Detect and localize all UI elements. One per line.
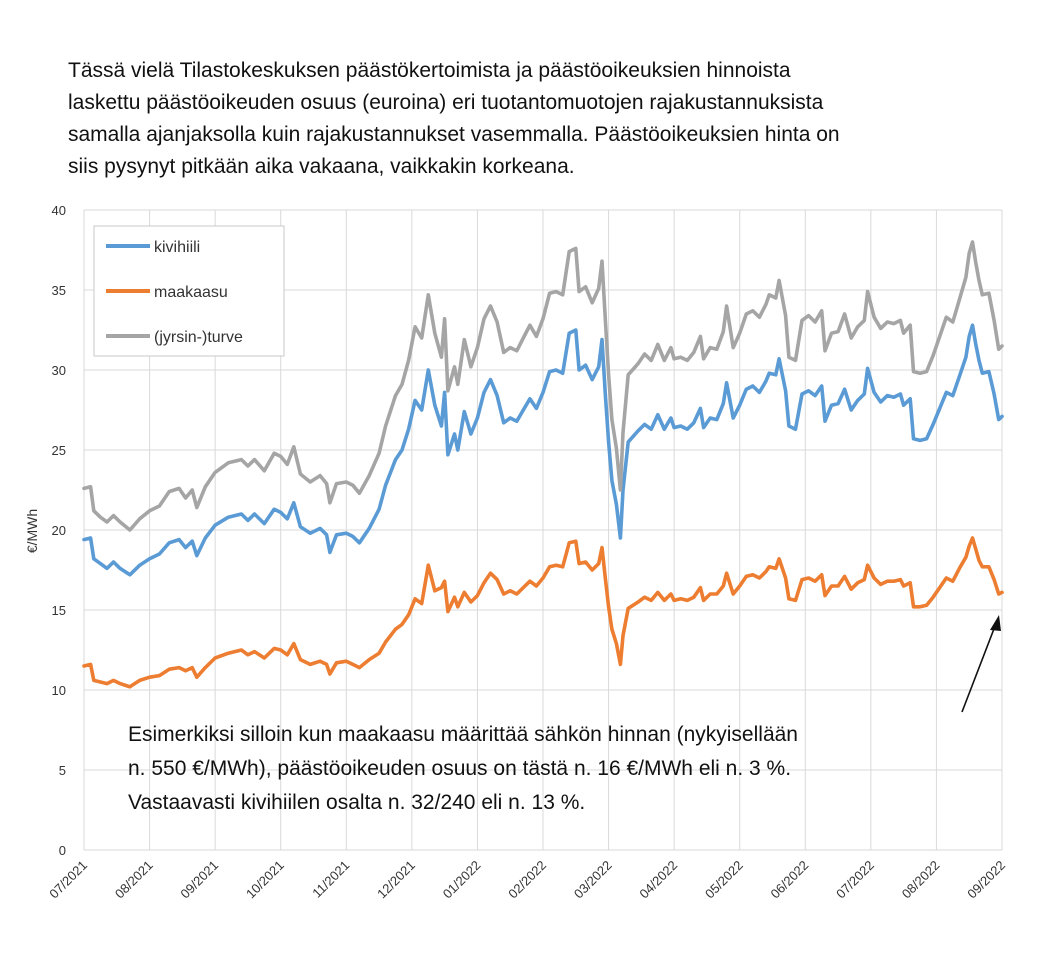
y-tick-label: 0 bbox=[59, 843, 66, 858]
y-tick-label: 25 bbox=[52, 443, 66, 458]
x-tick-label: 04/2022 bbox=[636, 858, 680, 902]
y-tick-label: 30 bbox=[52, 363, 66, 378]
y-tick-label: 10 bbox=[52, 683, 66, 698]
x-tick-label: 06/2022 bbox=[768, 858, 812, 902]
y-axis-label: €/MWh bbox=[24, 509, 40, 553]
x-tick-label: 08/2022 bbox=[899, 858, 943, 902]
x-tick-label: 11/2021 bbox=[309, 858, 352, 901]
x-tick-label: 09/2021 bbox=[177, 858, 221, 902]
x-tick-label: 02/2022 bbox=[505, 858, 549, 902]
y-tick-label: 20 bbox=[52, 523, 66, 538]
x-tick-label: 08/2021 bbox=[112, 858, 156, 902]
x-tick-label: 09/2022 bbox=[964, 858, 1008, 902]
annotation-arrow-shaft bbox=[961, 620, 998, 713]
legend-label: (jyrsin-)turve bbox=[154, 329, 243, 346]
intro-line: Tässä vielä Tilastokeskuksen päästökerto… bbox=[68, 59, 791, 82]
intro-line: laskettu päästöoikeuden osuus (euroina) … bbox=[68, 91, 824, 114]
intro-text: Tässä vielä Tilastokeskuksen päästökerto… bbox=[68, 55, 1048, 183]
y-tick-label: 15 bbox=[52, 603, 66, 618]
series-line-jyrsinturve bbox=[82, 240, 1004, 532]
x-tick-label: 03/2022 bbox=[571, 858, 615, 902]
x-tick-label: 07/2021 bbox=[46, 858, 90, 902]
legend-label: kivihiili bbox=[154, 239, 200, 256]
series-line-kivihiili bbox=[82, 323, 1004, 577]
annotation-line: n. 550 €/MWh), päästöoikeuden osuus on t… bbox=[128, 757, 792, 780]
x-tick-label: 10/2021 bbox=[243, 858, 287, 902]
intro-line: siis pysynyt pitkään aika vakaana, vaikk… bbox=[68, 155, 575, 178]
x-tick-label: 05/2022 bbox=[702, 858, 746, 902]
chart-legend: kivihiili maakaasu (jyrsin-)turve bbox=[93, 225, 285, 357]
intro-line: samalla ajanjaksolla kuin rajakustannuks… bbox=[68, 123, 840, 146]
y-tick-label: 35 bbox=[52, 283, 66, 298]
chart-series bbox=[82, 240, 1004, 689]
x-tick-label: 07/2022 bbox=[833, 858, 877, 902]
legend-label: maakaasu bbox=[154, 284, 228, 301]
series-line-maakaasu bbox=[82, 536, 1004, 689]
annotation-line: Vastaavasti kivihiilen osalta n. 32/240 … bbox=[128, 791, 586, 814]
annotation-line: Esimerkiksi silloin kun maakaasu määritt… bbox=[128, 723, 798, 746]
y-tick-label: 40 bbox=[52, 203, 66, 218]
annotation-arrow-head bbox=[990, 615, 1001, 631]
x-tick-label: 12/2021 bbox=[374, 858, 418, 902]
x-tick-label: 01/2022 bbox=[440, 858, 484, 902]
annotation-text: Esimerkiksi silloin kun maakaasu määritt… bbox=[128, 718, 998, 820]
y-tick-label: 5 bbox=[59, 763, 66, 778]
